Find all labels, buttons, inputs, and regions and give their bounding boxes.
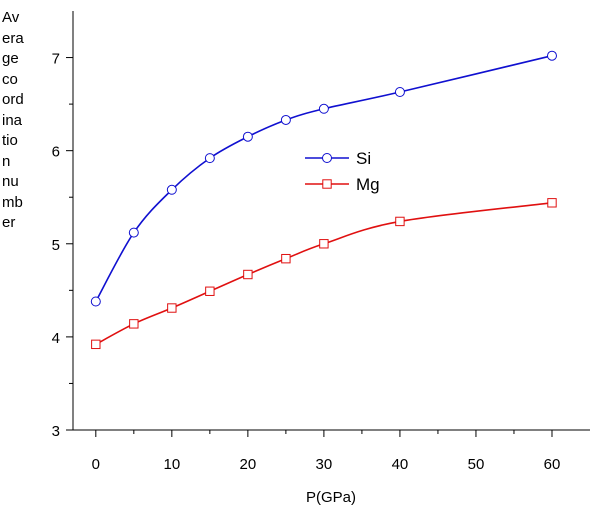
y-tick-label: 4 <box>52 330 60 347</box>
y-tick-label: 3 <box>52 423 60 440</box>
y-tick-label: 6 <box>52 144 60 161</box>
legend: Si Mg <box>305 149 380 194</box>
data-point-si <box>128 227 139 238</box>
data-point-mg <box>319 239 329 249</box>
data-point-si <box>546 50 557 61</box>
y-axis-label-line: ge <box>2 50 19 67</box>
legend-swatch-marker <box>322 153 332 163</box>
axes: 0 10 20 30 40 50 60 3 4 5 6 7 <box>52 11 590 473</box>
y-axis-label-line: ord <box>2 91 24 108</box>
data-point-mg <box>547 198 557 208</box>
x-tick-label: 60 <box>544 456 561 473</box>
y-axis-label-line: tio <box>2 132 18 149</box>
series-mg <box>91 198 557 350</box>
y-axis-label-line: co <box>2 70 18 88</box>
y-axis-label-line: ina <box>2 111 23 129</box>
data-point-mg <box>205 286 215 296</box>
y-axis-label-line: mb <box>2 193 23 211</box>
x-axis-label: P(GPa) <box>306 489 356 506</box>
legend-label: Si <box>356 149 371 168</box>
data-point-mg <box>129 319 139 329</box>
legend-label: Mg <box>356 175 380 194</box>
y-tick-label: 7 <box>52 51 60 68</box>
data-point-si <box>166 184 177 195</box>
legend-swatch-marker <box>322 179 332 189</box>
y-axis-label: Av era ge co ord ina tio n nu mb er <box>2 8 42 234</box>
data-point-mg <box>167 303 177 313</box>
x-tick-label: 0 <box>92 456 100 473</box>
x-tick-label: 30 <box>316 456 333 473</box>
data-point-mg <box>243 269 253 280</box>
data-point-si <box>394 87 405 98</box>
data-point-si <box>242 131 253 142</box>
legend-entry-mg: Mg <box>305 175 380 194</box>
legend-entry-si: Si <box>305 149 371 168</box>
data-point-mg <box>91 339 101 350</box>
y-axis-label-line: n <box>2 152 11 170</box>
data-point-mg <box>281 253 291 264</box>
y-axis-label-line: nu <box>2 173 19 190</box>
data-point-mg <box>395 216 405 227</box>
series-line-si <box>95 54 553 302</box>
y-axis-label-line: era <box>2 29 24 47</box>
data-point-si <box>280 114 291 125</box>
y-axis-label-line: Av <box>2 9 20 26</box>
y-axis-label-line: er <box>2 214 16 231</box>
series-layer <box>90 50 557 350</box>
data-point-si <box>318 103 329 114</box>
x-tick-label: 10 <box>163 456 180 473</box>
x-tick-label: 40 <box>392 456 409 473</box>
data-point-si <box>204 153 215 164</box>
data-point-si <box>90 296 101 307</box>
series-line-mg <box>95 202 553 346</box>
series-si <box>90 50 557 307</box>
x-tick-label: 50 <box>468 456 485 473</box>
y-tick-label: 5 <box>52 237 60 254</box>
x-tick-label: 20 <box>240 456 257 473</box>
